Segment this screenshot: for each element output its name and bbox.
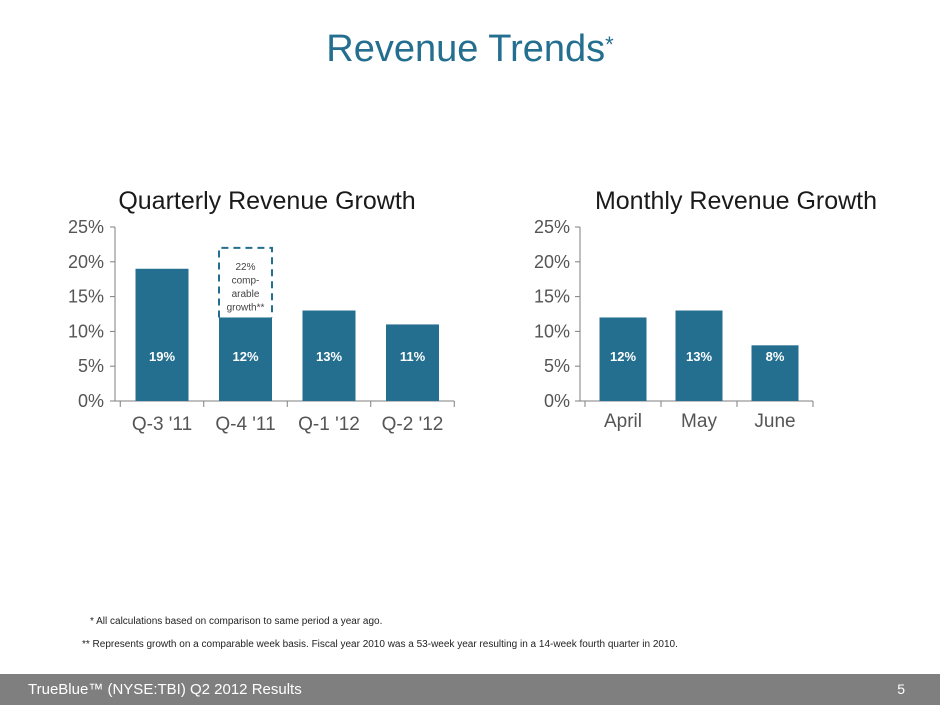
quarterly-y-tick-label: 5%: [78, 356, 104, 376]
quarterly-callout-box: [218, 246, 273, 318]
quarterly-callout-text: growth**: [227, 302, 265, 313]
quarterly-category-label: Q-2 '12: [382, 414, 444, 435]
monthly-y-tick-label: 20%: [534, 252, 570, 272]
footer-bar: TrueBlue™ (NYSE:TBI) Q2 2012 Results 5: [0, 674, 940, 705]
monthly-y-tick-label: 10%: [534, 321, 570, 341]
quarterly-bar: [135, 268, 189, 401]
quarterly-callout-text: comp-: [232, 275, 260, 286]
monthly-y-tick-label: 0%: [544, 391, 570, 411]
quarterly-bar-value-label: 11%: [400, 349, 426, 364]
quarterly-y-tick-label: 20%: [68, 252, 104, 272]
monthly-category-label: April: [604, 411, 642, 432]
quarterly-bar: [386, 324, 439, 401]
monthly-bar: [599, 317, 647, 401]
quarterly-category-label: Q-1 '12: [298, 414, 360, 435]
footnote-1: * All calculations based on comparison t…: [90, 616, 383, 627]
quarterly-y-tick-label: 25%: [68, 217, 104, 237]
monthly-y-tick-label: 15%: [534, 287, 570, 307]
monthly-y-tick-label: 5%: [544, 356, 570, 376]
quarterly-y-tick-label: 0%: [78, 391, 104, 411]
footer-title: TrueBlue™ (NYSE:TBI) Q2 2012 Results: [28, 681, 302, 698]
quarterly-category-label: Q-4 '11: [215, 414, 275, 435]
quarterly-callout-text: arable: [232, 289, 260, 300]
monthly-category-label: June: [754, 411, 795, 432]
slide-title: Revenue Trends*: [326, 28, 614, 70]
quarterly-callout-text: 22%: [235, 262, 255, 273]
quarterly-category-label: Q-3 '11: [132, 414, 192, 435]
monthly-y-tick-label: 25%: [534, 217, 570, 237]
quarterly-bar-value-label: 19%: [149, 349, 175, 364]
quarterly-y-tick-label: 15%: [68, 287, 104, 307]
quarterly-y-tick-label: 10%: [68, 321, 104, 341]
monthly-bar: [751, 345, 799, 401]
footnote-2: ** Represents growth on a comparable wee…: [82, 639, 678, 650]
monthly-bar: [675, 310, 723, 401]
title-asterisk: *: [605, 32, 614, 57]
quarterly-bar-value-label: 13%: [316, 349, 342, 364]
monthly-chart-title: Monthly Revenue Growth: [595, 187, 877, 215]
page-number: 5: [897, 681, 905, 697]
monthly-bar-value-label: 8%: [766, 349, 785, 364]
monthly-bar-value-label: 12%: [610, 349, 636, 364]
monthly-category-label: May: [681, 411, 717, 432]
quarterly-bar: [302, 310, 356, 401]
quarterly-bar-value-label: 12%: [232, 349, 258, 364]
monthly-bar-value-label: 13%: [686, 349, 712, 364]
quarterly-bar: [219, 317, 272, 401]
quarterly-chart-title: Quarterly Revenue Growth: [118, 187, 415, 215]
